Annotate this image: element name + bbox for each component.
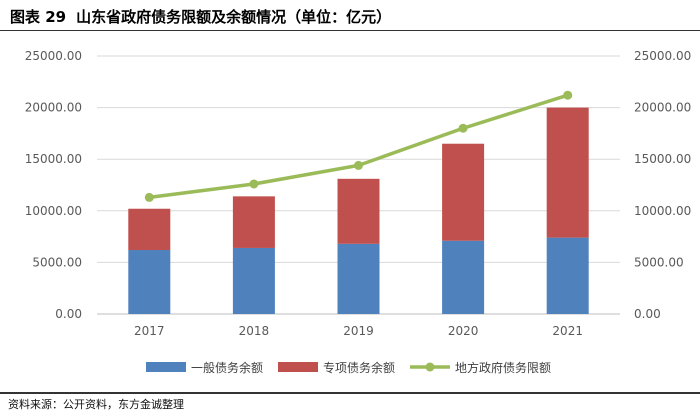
limit-point: [354, 160, 363, 170]
y-tick-label: 25000.00: [25, 49, 82, 63]
legend-swatch-limit-marker: [425, 362, 435, 372]
source-note: 资料来源：公开资料，东方金诚整理: [8, 398, 184, 411]
y2-tick-label: 15000.00: [634, 152, 691, 166]
legend-label-general: 一般债务余额: [191, 360, 263, 375]
bar-general-debt: [128, 250, 171, 314]
figure-number: 图表 29: [10, 8, 67, 26]
bar-general-debt: [232, 247, 275, 314]
bar-general-debt: [546, 237, 589, 314]
chart-title: 图表 29 山东省政府债务限额及余额情况（单位：亿元）: [10, 6, 391, 27]
limit-point: [458, 123, 468, 133]
chart-area: 0.00 5000.00 10000.00 15000.00 20000.00 25000…: [25, 49, 692, 375]
y2-tick-label: 25000.00: [634, 49, 691, 63]
bar-special-debt: [546, 107, 589, 238]
y-tick-label: 20000.00: [25, 101, 82, 115]
top-divider: [0, 30, 700, 31]
legend-swatch-general: [146, 362, 186, 372]
y2-tick-label: 10000.00: [634, 204, 691, 218]
bottom-divider: [0, 392, 700, 394]
x-tick-label: 2018: [239, 324, 270, 338]
y2-tick-label: 5000.00: [634, 255, 684, 269]
figure-title: 山东省政府债务限额及余额情况（单位：亿元）: [76, 8, 392, 26]
bar-special-debt: [128, 208, 171, 251]
x-tick-label: 2021: [552, 324, 583, 338]
y-tick-label: 0.00: [55, 307, 82, 321]
x-tick-label: 2017: [134, 324, 165, 338]
x-tick-label: 2019: [343, 324, 374, 338]
legend-swatch-special: [278, 362, 318, 372]
legend-label-special: 专项债务余额: [323, 360, 395, 375]
limit-point: [144, 192, 154, 202]
y-tick-label: 5000.00: [32, 255, 82, 269]
bar-general-debt: [337, 243, 380, 314]
y-tick-label: 15000.00: [25, 152, 82, 166]
x-tick-label: 2020: [448, 324, 479, 338]
bar-special-debt: [232, 196, 275, 248]
limit-point: [563, 90, 573, 100]
y-tick-label: 10000.00: [25, 204, 82, 218]
bar-special-debt: [442, 143, 485, 241]
y2-tick-label: 20000.00: [634, 101, 691, 115]
bar-general-debt: [442, 240, 485, 314]
limit-point: [249, 179, 259, 189]
bar-special-debt: [337, 178, 380, 244]
legend-label-limit: 地方政府债务限额: [455, 360, 551, 375]
y2-tick-label: 0.00: [634, 307, 661, 321]
